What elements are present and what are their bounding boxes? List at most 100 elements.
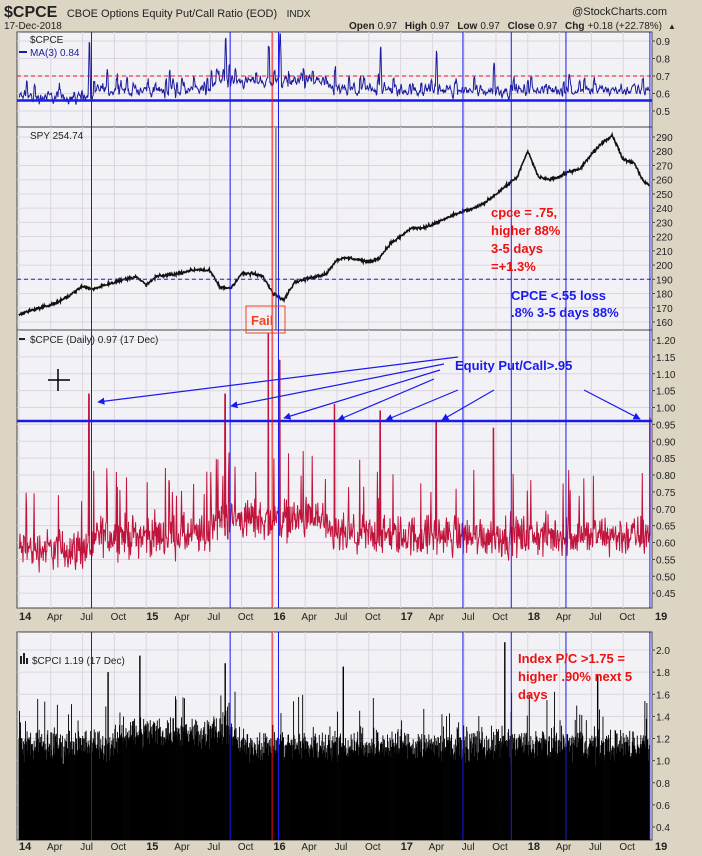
annotation-cpce-bullish: cpce = .75, higher 88% 3-5 days =+1.3% <box>491 205 564 274</box>
panel1-title: $CPCE <box>30 35 64 46</box>
y-tick-label: 1.00 <box>656 404 676 415</box>
x-tick-label: 18 <box>528 611 540 623</box>
y-tick-label: 0.4 <box>656 823 670 834</box>
ma-legend: MA(3) 0.84 <box>30 48 80 59</box>
y-tick-label: 0.6 <box>656 90 670 101</box>
y-tick-label: 220 <box>656 233 673 244</box>
x-tick-label: Apr <box>556 842 572 853</box>
annotation-index-pc: Index P/C >1.75 = higher .90% next 5 day… <box>518 651 636 702</box>
y-tick-label: 240 <box>656 204 673 215</box>
y-tick-label: 1.10 <box>656 370 676 381</box>
panel4-title: $CPCI 1.19 (17 Dec) <box>32 656 125 667</box>
annotation-arrow <box>583 389 641 420</box>
x-tick-label: Oct <box>492 842 508 853</box>
y-tick-label: 1.6 <box>656 690 670 701</box>
x-tick-label: Oct <box>238 842 254 853</box>
x-tick-label: Apr <box>47 842 63 853</box>
y-tick-label: 0.95 <box>656 420 676 431</box>
y-tick-label: 0.70 <box>656 505 676 516</box>
annotations: cpce = .75, higher 88% 3-5 days =+1.3% C… <box>48 205 636 702</box>
annotation-cpce-bearish: CPCE <.55 loss .8% 3-5 days 88% <box>511 288 619 320</box>
y-tick-label: 2.0 <box>656 646 670 657</box>
x-tick-label: Oct <box>111 612 127 623</box>
y-tick-label: 1.0 <box>656 757 670 768</box>
exchange: INDX <box>287 9 311 20</box>
chart-header: $CPCE CBOE Options Equity Put/Call Ratio… <box>4 4 676 32</box>
y-tick-label: 0.80 <box>656 471 676 482</box>
panel-titles: $CPCE MA(3) 0.84 SPY 254.74 $CPCE (Daily… <box>19 35 158 667</box>
y-tick-label: 230 <box>656 218 673 229</box>
y-tick-label: 190 <box>656 275 673 286</box>
x-tick-label: Apr <box>301 842 317 853</box>
change-up-icon: ▲ <box>668 22 676 31</box>
x-tick-label: Oct <box>238 612 254 623</box>
x-tick-label: 17 <box>401 611 413 623</box>
x-tick-label: Jul <box>80 842 93 853</box>
y-tick-label: 170 <box>656 304 673 315</box>
x-tick-label: Oct <box>365 842 381 853</box>
x-tick-label: Apr <box>47 612 63 623</box>
y-tick-label: 250 <box>656 190 673 201</box>
panel-1: 0.5 0.6 0.7 0.8 0.9 <box>16 31 670 128</box>
y-tick-label: 0.60 <box>656 539 676 550</box>
x-tick-label: Jul <box>589 612 602 623</box>
y-tick-label: 0.8 <box>656 55 670 66</box>
annotation-arrow <box>97 356 459 405</box>
x-tick-label: 15 <box>146 841 158 853</box>
chart-date: 17-Dec-2018 <box>4 21 62 32</box>
panel2-title: SPY 254.74 <box>30 131 84 142</box>
x-tick-label: Jul <box>80 612 93 623</box>
x-tick-label: Oct <box>365 612 381 623</box>
y-tick-label: 280 <box>656 147 673 158</box>
ohlc-readout: Open 0.97 High 0.97 Low 0.97 Close 0.97 Chg +… <box>349 21 662 32</box>
cpci-bars <box>18 642 650 840</box>
y-tick-label: 1.2 <box>656 735 670 746</box>
annotation-equity-pc: Equity Put/Call>.95 <box>455 358 572 373</box>
x-tick-label: Oct <box>111 842 127 853</box>
x-tick-label: Apr <box>174 842 190 853</box>
x-tick-label: 14 <box>19 841 32 853</box>
y-tick-label: 0.75 <box>656 488 676 499</box>
x-tick-label: Apr <box>174 612 190 623</box>
fail-box <box>245 305 286 334</box>
y-tick-label: 0.55 <box>656 555 676 566</box>
y-tick-label: 210 <box>656 247 673 258</box>
x-tick-label: Apr <box>429 612 445 623</box>
cpce-ma3-line <box>18 33 650 105</box>
x-tick-label: 16 <box>273 841 285 853</box>
annotation-arrow <box>230 363 445 409</box>
x-tick-label: Jul <box>207 612 220 623</box>
annotation-fail: Fail <box>251 313 273 328</box>
x-tick-label: Jul <box>207 842 220 853</box>
panel3-title: $CPCE (Daily) 0.97 (17 Dec) <box>30 335 158 346</box>
x-tick-label: Oct <box>619 612 635 623</box>
x-tick-label: 19 <box>655 611 667 623</box>
y-tick-label: 270 <box>656 161 673 172</box>
symbol: $CPCE <box>4 4 58 21</box>
y-tick-label: 200 <box>656 261 673 272</box>
x-tick-label: Oct <box>619 842 635 853</box>
y-tick-label: 160 <box>656 318 673 329</box>
y-tick-label: 1.8 <box>656 668 670 679</box>
y-tick-label: 0.7 <box>656 72 670 83</box>
y-tick-label: 1.20 <box>656 336 676 347</box>
y-tick-label: 290 <box>656 133 673 144</box>
annotation-arrow <box>441 389 495 421</box>
y-tick-label: 0.5 <box>656 107 670 118</box>
panel-3: 0.45 0.50 0.55 0.60 0.65 0.70 0.75 0.80 0.85 0.90… <box>16 329 676 609</box>
x-tick-label: 14 <box>19 611 32 623</box>
y-tick-label: 1.4 <box>656 712 670 723</box>
x-tick-label: Jul <box>462 612 475 623</box>
stockcharts-watermark: @StockCharts.com <box>572 6 667 18</box>
x-tick-label: 15 <box>146 611 158 623</box>
y-tick-label: 0.9 <box>656 37 670 48</box>
x-tick-label: Jul <box>589 842 602 853</box>
plot-area <box>16 126 653 331</box>
x-tick-label: Jul <box>335 842 348 853</box>
x-tick-label: Apr <box>429 842 445 853</box>
x-tick-label: Jul <box>462 842 475 853</box>
y-tick-label: 0.8 <box>656 779 670 790</box>
y-tick-label: 0.85 <box>656 454 676 465</box>
x-tick-label: Oct <box>492 612 508 623</box>
y-tick-label: 0.90 <box>656 437 676 448</box>
